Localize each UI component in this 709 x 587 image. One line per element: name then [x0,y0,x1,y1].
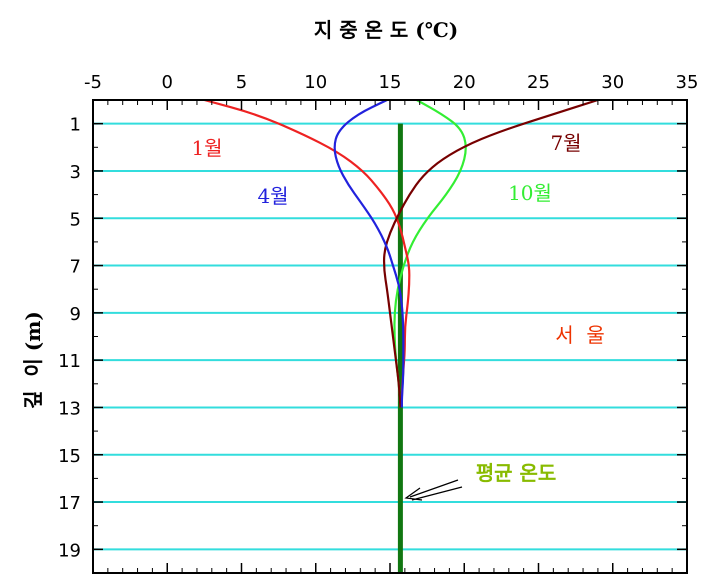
y-tick-label: 7 [70,257,81,278]
series-labels: 1월 4월 7월 10월 [191,131,581,208]
x-tick-label: 35 [676,72,699,93]
x-tick-label: 0 [162,72,173,93]
y-tick-label: 1 [70,115,81,136]
series-label-oct: 10월 [508,181,552,205]
y-tick-label: 15 [58,446,81,467]
location-label: 서 울 [555,323,605,347]
x-tick-label: 25 [527,72,550,93]
series-label-jan: 1월 [191,136,222,160]
series-line-jan [204,98,411,408]
series-line-apr [333,99,405,408]
x-tick-label: -5 [84,72,102,93]
y-tick-label: 3 [70,162,81,183]
chart-title: 지 중 온 도 (℃) [314,18,458,42]
y-tick-label: 11 [58,351,81,372]
x-tick-label: 15 [379,72,402,93]
annotation-arrow [404,479,463,501]
y-tick-label: 13 [58,398,81,419]
y-tick-label: 9 [70,304,81,325]
x-axis-ticks: -5 0 5 10 15 20 25 30 35 [84,72,698,573]
y-tick-label: 17 [58,493,81,514]
x-tick-label: 10 [304,72,327,93]
x-tick-label: 30 [601,72,624,93]
series-label-apr: 4월 [257,184,288,208]
x-tick-label: 20 [453,72,476,93]
series-group [204,98,599,573]
x-tick-label: 5 [236,72,247,93]
y-tick-label: 19 [58,540,81,561]
series-line-jul [382,98,599,408]
series-line-oct [393,99,467,408]
y-axis-label: 깊 이 (m) [21,311,45,409]
mean-annotation-label: 평균 온도 [476,461,557,485]
y-tick-label: 5 [70,209,81,230]
series-label-jul: 7월 [550,131,581,155]
